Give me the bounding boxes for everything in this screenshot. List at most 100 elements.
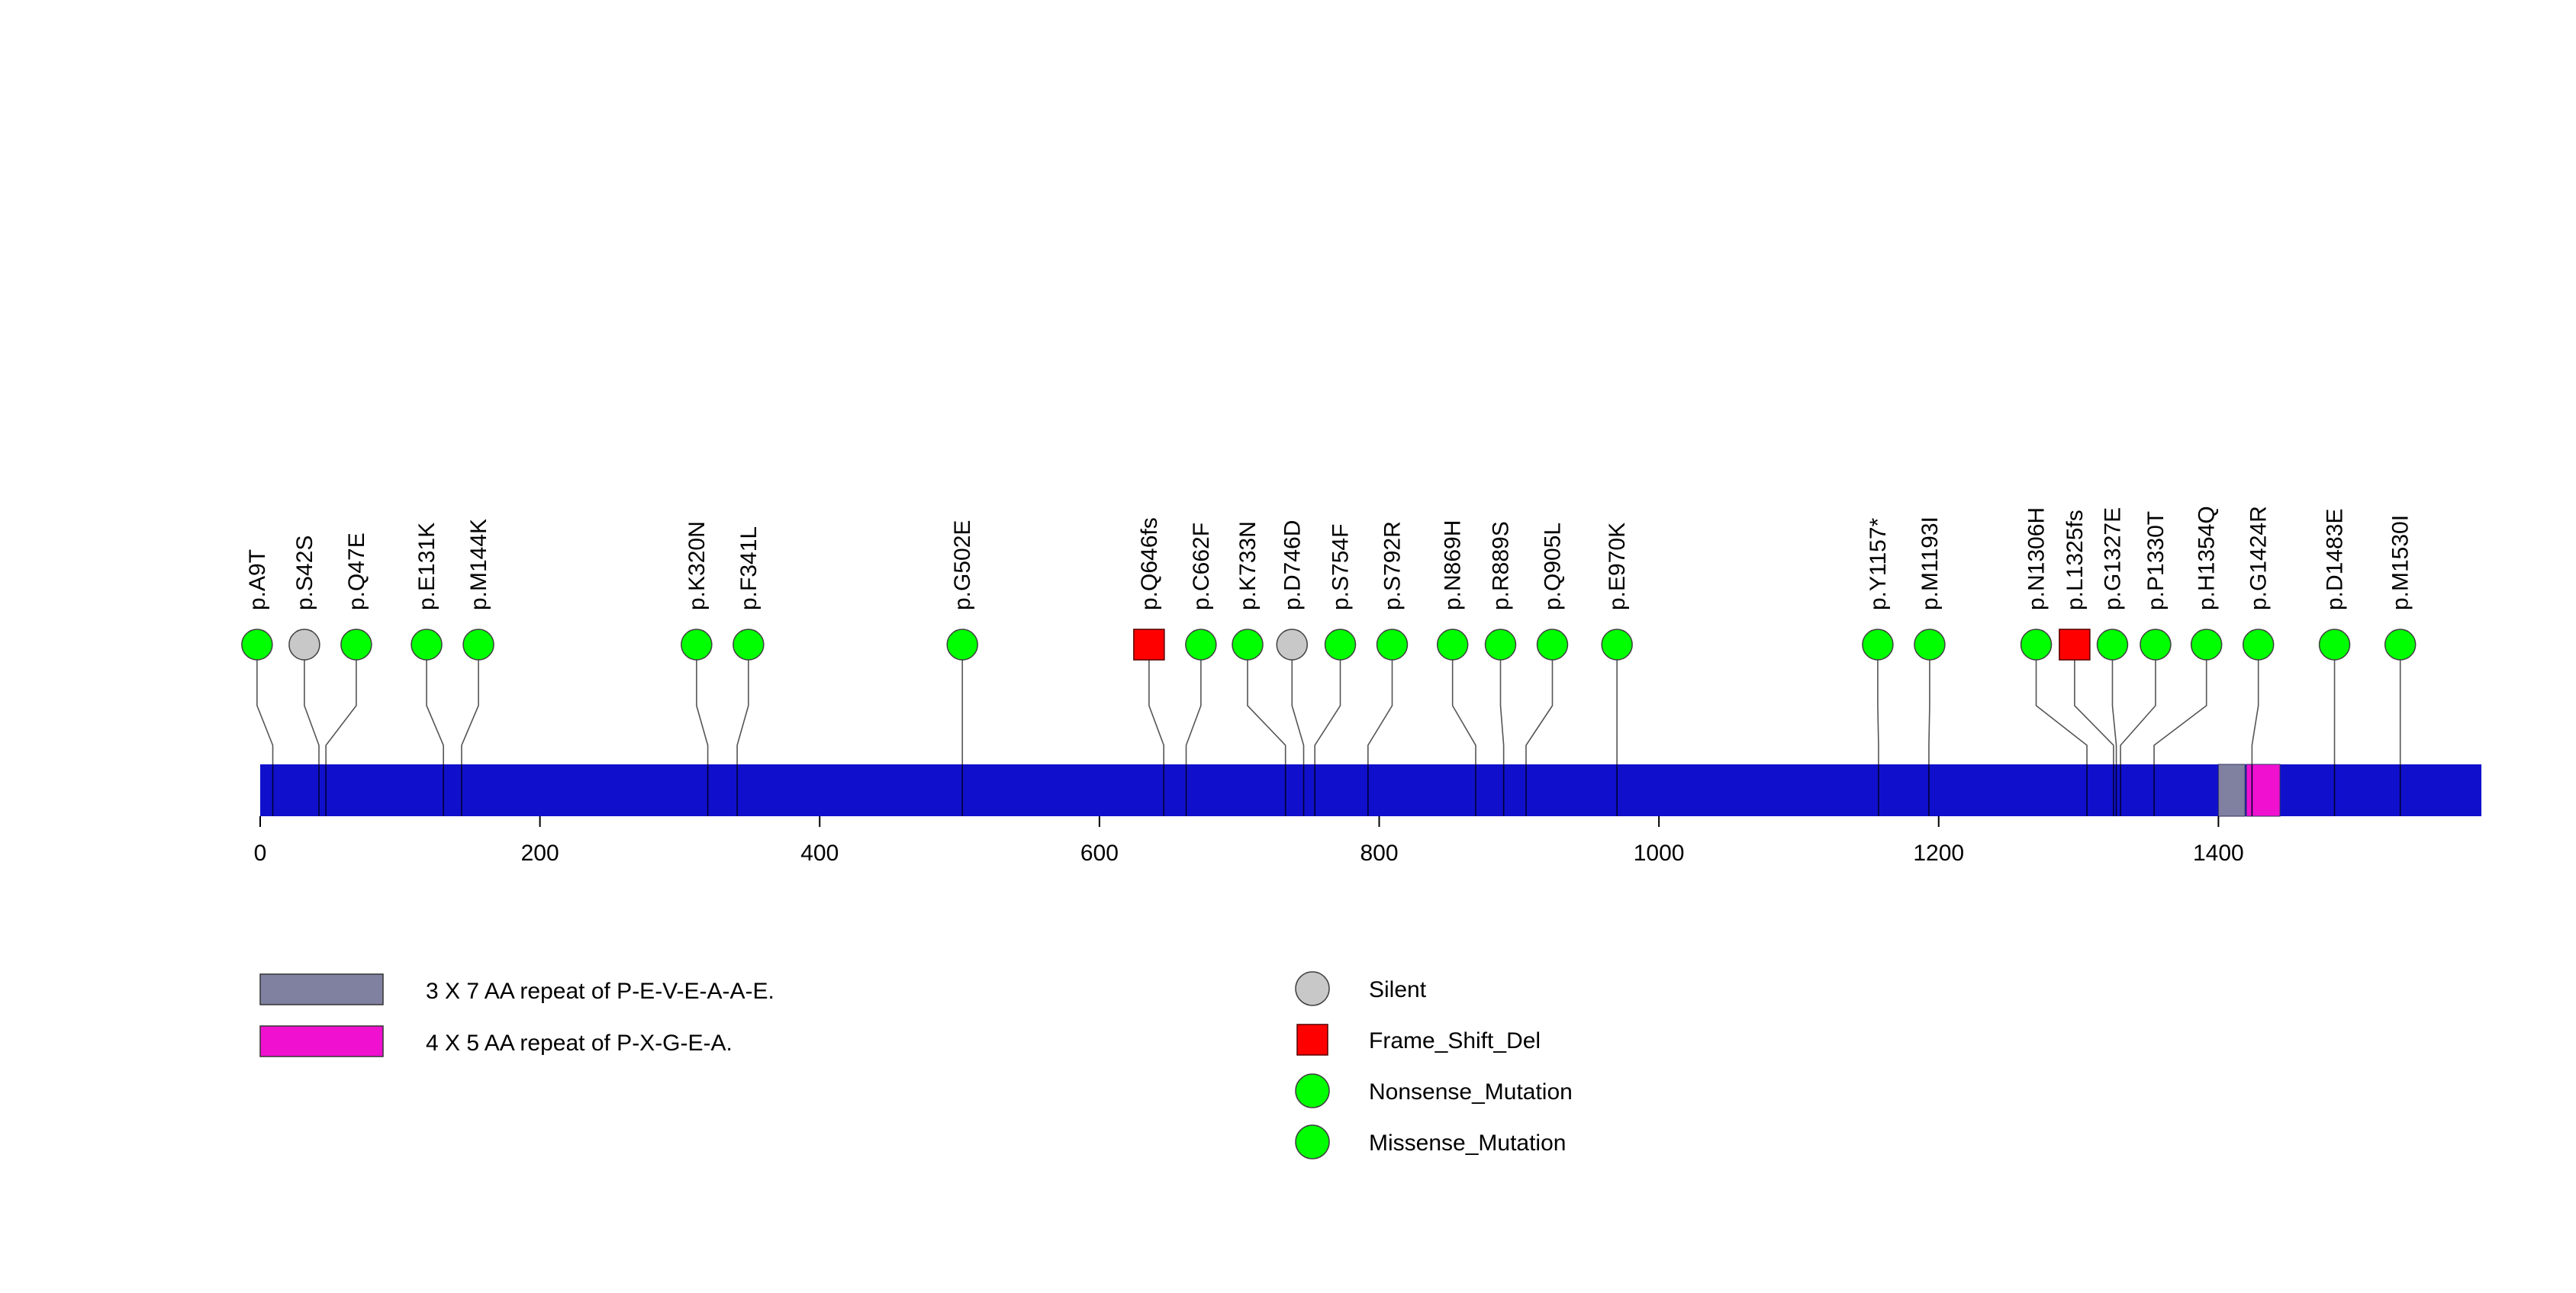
mutation-type-legend-label: Nonsense_Mutation	[1369, 1079, 1573, 1105]
mutation-type-legend-label: Missense_Mutation	[1369, 1131, 1566, 1156]
mutation-label: p.M1193I	[1918, 516, 1943, 610]
mutation-marker	[1186, 629, 1216, 660]
connector-line	[257, 660, 273, 764]
mutation-type-legend-symbol	[1296, 1125, 1329, 1159]
connector-lines	[257, 660, 2401, 764]
mutation-marker	[411, 629, 442, 660]
domain-legend-swatch	[260, 1026, 383, 1057]
x-tick-label: 0	[254, 841, 267, 866]
mutation-marker	[341, 629, 372, 660]
connector-line	[2037, 660, 2088, 764]
mutation-marker	[242, 629, 272, 660]
x-tick-label: 1200	[1913, 841, 1964, 866]
domain-legend-label: 3 X 7 AA repeat of P-E-V-E-A-A-E.	[426, 979, 774, 1004]
mutation-label: p.Q646fs	[1137, 517, 1162, 610]
connector-line	[304, 660, 319, 764]
mutation-marker	[1377, 629, 1408, 660]
connector-line	[2154, 660, 2207, 764]
mutation-label: p.R889S	[1488, 521, 1513, 610]
mutation-marker	[2097, 629, 2127, 660]
connector-line	[427, 660, 443, 764]
mutation-type-legend: Silent Frame_Shift_Del Nonsense_Mutation Mi…	[1296, 972, 1573, 1159]
domain-legend-swatch	[260, 974, 383, 1005]
mutation-marker	[1914, 629, 1945, 660]
mutation-label: p.S754F	[1328, 524, 1354, 610]
mutation-marker	[1485, 629, 1515, 660]
mutation-label: p.M144K	[466, 519, 491, 610]
mutation-label: p.D746D	[1280, 520, 1305, 610]
mutation-label: p.S42S	[292, 536, 317, 610]
x-tick-label: 600	[1080, 841, 1119, 866]
x-tick-label: 400	[800, 841, 839, 866]
mutation-label: p.N869H	[1441, 520, 1466, 610]
mutation-marker	[2021, 629, 2052, 660]
mutation-label: p.E131K	[414, 523, 440, 610]
mutation-marker	[2320, 629, 2350, 660]
mutation-label: p.A9T	[245, 549, 270, 610]
mutation-label: p.G502E	[950, 520, 975, 610]
connector-line	[1500, 660, 1503, 764]
mutation-label: p.G1424R	[2246, 506, 2272, 610]
mutation-type-legend-label: Frame_Shift_Del	[1369, 1028, 1541, 1053]
connector-line	[1368, 660, 1393, 764]
mutation-label: p.L1325fs	[2062, 510, 2088, 610]
protein-track	[260, 764, 2481, 816]
mutation-marker	[1438, 629, 1468, 660]
mutation-labels: p.A9T p.S42S p.Q47E p.E131K p.M144K p.K320N p.…	[245, 506, 2413, 610]
mutation-marker	[2059, 629, 2090, 660]
x-tick-label: 1400	[2193, 841, 2244, 866]
connector-line	[326, 660, 356, 764]
connector-line	[697, 660, 708, 764]
mutation-label: p.E970K	[1605, 523, 1630, 610]
mutation-marker	[1602, 629, 1632, 660]
mutation-marker	[1134, 629, 1164, 660]
mutation-label: p.H1354Q	[2194, 506, 2220, 610]
connector-line	[1526, 660, 1553, 764]
mutation-marker	[2385, 629, 2416, 660]
connector-line	[2252, 660, 2258, 764]
connector-line	[1292, 660, 1303, 764]
mutation-marker	[947, 629, 977, 660]
mutation-marker	[2191, 629, 2222, 660]
connector-line	[2075, 660, 2114, 764]
mutation-label: p.C662F	[1189, 523, 1214, 610]
mutation-marker	[733, 629, 764, 660]
mutation-label: p.K733N	[1235, 521, 1261, 610]
mutation-marker	[289, 629, 320, 660]
mutation-label: p.P1330T	[2143, 511, 2169, 610]
mutation-marker	[1325, 629, 1356, 660]
connector-line	[1248, 660, 1286, 764]
connector-line	[2120, 660, 2156, 764]
mutation-label: p.Q47E	[344, 532, 369, 610]
protein-bar	[260, 764, 2481, 816]
x-tick-label: 800	[1360, 841, 1398, 866]
connector-line	[737, 660, 749, 764]
connector-line	[1149, 660, 1164, 764]
mutation-type-legend-symbol	[1297, 1024, 1328, 1055]
x-tick-label: 200	[521, 841, 559, 866]
mutation-type-legend-symbol	[1296, 1074, 1329, 1108]
domain-legend: 3 X 7 AA repeat of P-E-V-E-A-A-E. 4 X 5 A…	[260, 974, 774, 1057]
mutation-marker	[1232, 629, 1263, 660]
mutation-label: p.S792R	[1380, 521, 1406, 610]
mutation-marker	[1537, 629, 1567, 660]
connector-line	[462, 660, 478, 764]
mutation-label: p.G1327E	[2100, 507, 2125, 610]
mutation-label: p.F341L	[736, 526, 762, 610]
mutation-marker	[2140, 629, 2171, 660]
mutation-label: p.D1483E	[2323, 509, 2348, 610]
domain-region	[2218, 764, 2245, 816]
mutation-label: p.M1530I	[2388, 515, 2413, 610]
mutation-marker	[2243, 629, 2274, 660]
mutation-label: p.Q905L	[1540, 523, 1565, 610]
mutation-label: p.K320N	[684, 521, 710, 610]
domain-legend-label: 4 X 5 AA repeat of P-X-G-E-A.	[426, 1031, 733, 1056]
mutation-label: p.N1306H	[2024, 507, 2050, 610]
connector-line	[1878, 660, 1879, 764]
mutation-marker	[1277, 629, 1307, 660]
mutation-marker	[463, 629, 494, 660]
mutation-type-legend-label: Silent	[1369, 977, 1427, 1002]
